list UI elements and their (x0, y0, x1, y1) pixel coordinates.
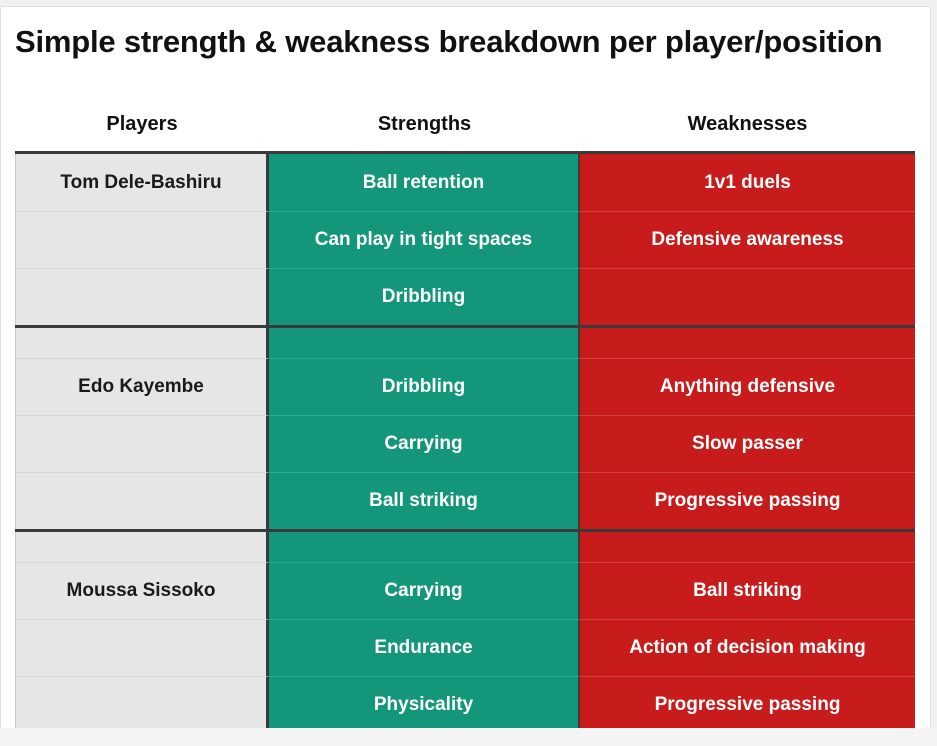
column-header-players: Players (106, 113, 178, 135)
player-empty-cell (15, 619, 269, 676)
player-empty-cell (15, 268, 269, 325)
header-divider (15, 151, 915, 154)
strength-cell: Dribbling (269, 358, 580, 415)
weakness-empty-cell (580, 328, 915, 358)
strength-cell: Endurance (269, 619, 580, 676)
table-row: Can play in tight spaces Defensive aware… (15, 211, 915, 268)
strength-cell: Can play in tight spaces (269, 211, 580, 268)
weakness-cell: 1v1 duels (580, 154, 915, 211)
table-row: Physicality Progressive passing (15, 676, 915, 733)
player-empty-cell (15, 472, 269, 529)
strength-cell: Physicality (269, 676, 580, 733)
strength-cell: Ball retention (269, 154, 580, 211)
strength-cell: Ball striking (269, 472, 580, 529)
weakness-cell: Progressive passing (580, 472, 915, 529)
table-row: Endurance Action of decision making (15, 619, 915, 676)
player-name-cell: Edo Kayembe (15, 358, 269, 415)
player-group: Moussa Sissoko Carrying Ball striking En… (15, 529, 915, 733)
player-empty-cell (15, 676, 269, 733)
table-row: Carrying Slow passer (15, 415, 915, 472)
weakness-cell: Slow passer (580, 415, 915, 472)
player-name-cell: Moussa Sissoko (15, 562, 269, 619)
column-header-weaknesses: Weaknesses (687, 113, 808, 135)
table-spacer-row (15, 328, 915, 358)
weakness-empty-cell (580, 532, 915, 562)
weakness-cell (580, 268, 915, 325)
page-bottom-margin (0, 728, 937, 746)
table-spacer-row (15, 532, 915, 562)
strength-empty-cell (269, 328, 580, 358)
chart-card: Simple strength & weakness breakdown per… (0, 6, 931, 744)
strength-cell: Carrying (269, 415, 580, 472)
table-row: Tom Dele-Bashiru Ball retention 1v1 duel… (15, 154, 915, 211)
strength-empty-cell (269, 532, 580, 562)
strength-cell: Dribbling (269, 268, 580, 325)
strength-cell: Carrying (269, 562, 580, 619)
weakness-cell: Ball striking (580, 562, 915, 619)
breakdown-table: Tom Dele-Bashiru Ball retention 1v1 duel… (15, 154, 915, 733)
table-row: Ball striking Progressive passing (15, 472, 915, 529)
player-group: Edo Kayembe Dribbling Anything defensive… (15, 325, 915, 529)
table-row: Moussa Sissoko Carrying Ball striking (15, 562, 915, 619)
player-group: Tom Dele-Bashiru Ball retention 1v1 duel… (15, 154, 915, 325)
weakness-cell: Defensive awareness (580, 211, 915, 268)
player-name-cell: Tom Dele-Bashiru (15, 154, 269, 211)
column-header-strengths: Strengths (377, 113, 472, 135)
player-empty-cell (15, 415, 269, 472)
chart-title: Simple strength & weakness breakdown per… (15, 24, 883, 59)
player-empty-cell (15, 532, 269, 562)
weakness-cell: Progressive passing (580, 676, 915, 733)
weakness-cell: Anything defensive (580, 358, 915, 415)
player-empty-cell (15, 328, 269, 358)
weakness-cell: Action of decision making (580, 619, 915, 676)
table-row: Dribbling (15, 268, 915, 325)
player-empty-cell (15, 211, 269, 268)
table-row: Edo Kayembe Dribbling Anything defensive (15, 358, 915, 415)
